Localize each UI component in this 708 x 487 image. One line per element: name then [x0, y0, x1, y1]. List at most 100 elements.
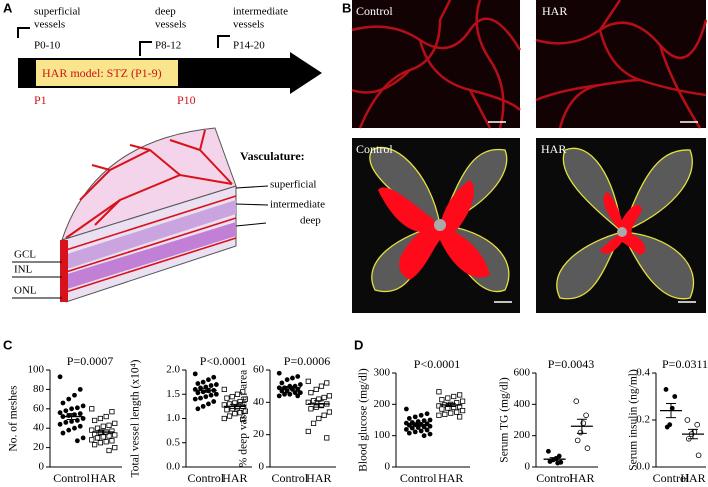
- data-point: [403, 427, 409, 432]
- bracket: [17, 27, 30, 38]
- data-point: [240, 416, 246, 423]
- data-point: [234, 391, 241, 397]
- y-tick-label: 600: [514, 367, 531, 379]
- data-point: [672, 394, 678, 399]
- y-tick-label: 1.0: [166, 412, 180, 424]
- y-tick-label: 200: [374, 398, 391, 410]
- data-point: [80, 416, 86, 421]
- data-point: [224, 407, 230, 413]
- layer-label: intermediate: [270, 199, 325, 211]
- image-label: Control: [356, 4, 393, 18]
- error-bar: [98, 429, 109, 435]
- x-tick-label: Control: [53, 471, 90, 485]
- data-point: [295, 393, 301, 399]
- data-point: [445, 405, 451, 411]
- y-tick-label: 0: [39, 461, 45, 473]
- data-point: [66, 396, 72, 402]
- data-point: [284, 377, 290, 383]
- data-point: [324, 380, 330, 386]
- data-point: [72, 425, 77, 431]
- data-point: [106, 422, 112, 428]
- y-axis-label: No. of meshes: [8, 385, 20, 452]
- y-tick-label: 2.0: [166, 364, 180, 376]
- data-point: [308, 390, 314, 396]
- data-point: [112, 444, 118, 451]
- panel-label: C: [3, 337, 13, 352]
- data-point: [226, 413, 233, 419]
- error-bar: [666, 403, 676, 419]
- error-bar: [229, 403, 240, 409]
- data-point: [206, 377, 211, 383]
- data-point: [287, 391, 293, 397]
- error-bar: [284, 385, 295, 390]
- data-point: [77, 423, 83, 429]
- y-tick-label: 0.5: [166, 436, 180, 448]
- data-point: [321, 394, 327, 401]
- data-point: [276, 393, 282, 399]
- retina-schematic: [12, 127, 269, 303]
- data-point: [97, 430, 103, 436]
- data-point: [221, 402, 227, 408]
- data-point: [313, 386, 319, 393]
- data-point: [316, 415, 322, 422]
- data-point: [221, 386, 227, 393]
- data-point: [208, 392, 214, 398]
- data-point: [60, 400, 66, 406]
- vessel-edge: [60, 240, 68, 302]
- y-tick-label: 1.5: [166, 388, 180, 400]
- data-point: [279, 388, 285, 394]
- data-point: [457, 414, 463, 420]
- x-tick-label: Control: [400, 471, 437, 485]
- image-top-left: [351, 0, 522, 129]
- y-tick-label: 300: [374, 367, 391, 379]
- x-tick-label: HAR: [91, 471, 116, 485]
- data-point: [451, 404, 457, 411]
- data-point: [418, 428, 424, 434]
- data-point: [69, 406, 74, 412]
- data-point: [412, 414, 418, 420]
- end-label: P10: [177, 93, 196, 107]
- data-point: [97, 440, 103, 446]
- data-point: [103, 413, 109, 420]
- data-point: [80, 403, 86, 409]
- data-point: [103, 439, 109, 445]
- data-point: [57, 421, 63, 427]
- data-point: [324, 435, 330, 441]
- y-tick-label: 60: [253, 364, 265, 376]
- chart-title: P=0.0311: [662, 357, 708, 371]
- data-point: [213, 391, 219, 397]
- data-point: [276, 370, 282, 376]
- x-tick-label: HAR: [438, 471, 463, 485]
- data-point: [694, 421, 700, 428]
- data-point: [663, 387, 669, 392]
- data-point: [421, 433, 427, 439]
- image-top-right: [535, 0, 708, 129]
- data-point: [418, 412, 424, 418]
- data-point: [451, 393, 457, 400]
- data-point: [436, 403, 442, 409]
- x-tick-label: HAR: [680, 471, 705, 485]
- data-point: [445, 395, 451, 401]
- y-tick-label: 0: [385, 461, 391, 473]
- data-point: [442, 411, 448, 417]
- y-tick-label: 0.2: [636, 414, 650, 426]
- data-point: [546, 448, 551, 454]
- y-axis-label: Blood glucose (mg/dl): [358, 368, 370, 472]
- data-point: [664, 424, 670, 430]
- data-point: [684, 417, 691, 423]
- data-point: [211, 374, 217, 380]
- data-point: [427, 417, 433, 423]
- y-tick-label: 40: [253, 396, 265, 408]
- data-point: [200, 403, 206, 409]
- y-tick-label: 400: [514, 398, 531, 410]
- data-point: [412, 429, 418, 435]
- data-point: [436, 389, 442, 395]
- data-point: [211, 399, 217, 404]
- error-bar: [549, 457, 560, 462]
- stage-label: vessels: [233, 19, 264, 31]
- chart-title: P=0.0007: [67, 354, 113, 368]
- y-axis-label: Serum insulin (ng/ml): [628, 369, 640, 471]
- data-point: [584, 445, 591, 452]
- top-face: [61, 127, 237, 241]
